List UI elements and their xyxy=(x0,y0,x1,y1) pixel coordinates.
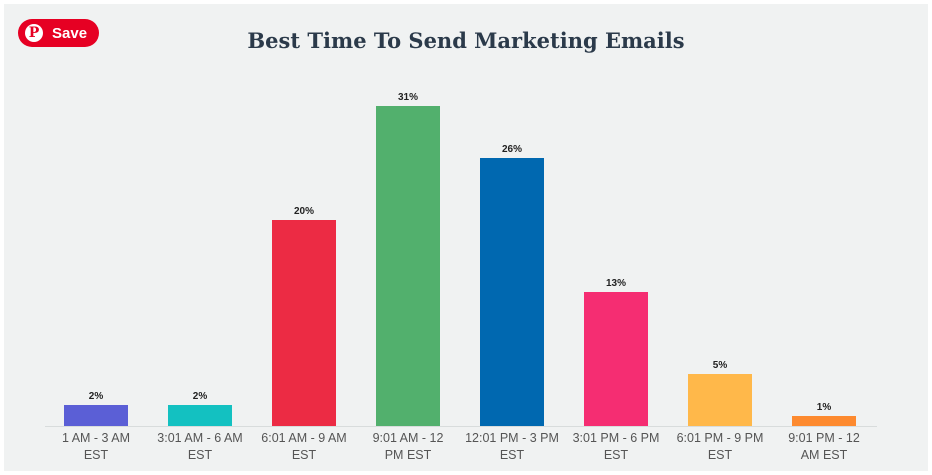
data-label: 2% xyxy=(192,391,208,403)
bar-1 xyxy=(168,405,232,426)
pinterest-icon: P xyxy=(25,24,43,42)
data-label: 1% xyxy=(816,401,832,413)
x-tick-label: 9:01 PM - 12 AM EST xyxy=(788,431,860,462)
bar-5 xyxy=(584,291,648,426)
data-label: 2% xyxy=(88,391,104,403)
data-label: 13% xyxy=(605,277,626,289)
data-label: 20% xyxy=(293,205,314,217)
x-tick-label: 1 AM - 3 AM EST xyxy=(61,431,131,462)
x-tick-label: 9:01 AM - 12 PM EST xyxy=(372,431,444,462)
bar-3 xyxy=(376,106,440,426)
bar-0 xyxy=(64,405,128,426)
chart-panel xyxy=(4,4,928,471)
x-tick-label: 12:01 PM - 3 PM EST xyxy=(465,431,559,462)
x-tick-label: 6:01 AM - 9 AM EST xyxy=(261,431,347,462)
bar-4 xyxy=(480,157,544,426)
save-label: Save xyxy=(52,24,88,42)
data-label: 26% xyxy=(501,143,522,155)
x-tick-label: 3:01 AM - 6 AM EST xyxy=(157,431,243,462)
x-tick-label: 3:01 PM - 6 PM EST xyxy=(572,431,660,462)
pinterest-save-button[interactable]: P Save xyxy=(18,19,99,47)
x-tick-label: 6:01 PM - 9 PM EST xyxy=(676,431,764,462)
bar-7 xyxy=(792,415,856,426)
x-axis-line xyxy=(45,426,877,427)
data-label: 31% xyxy=(397,92,418,103)
bar-6 xyxy=(688,374,752,426)
chart-title: Best Time To Send Marketing Emails xyxy=(247,28,685,53)
bar-2 xyxy=(272,219,336,426)
data-label: 5% xyxy=(712,360,728,372)
